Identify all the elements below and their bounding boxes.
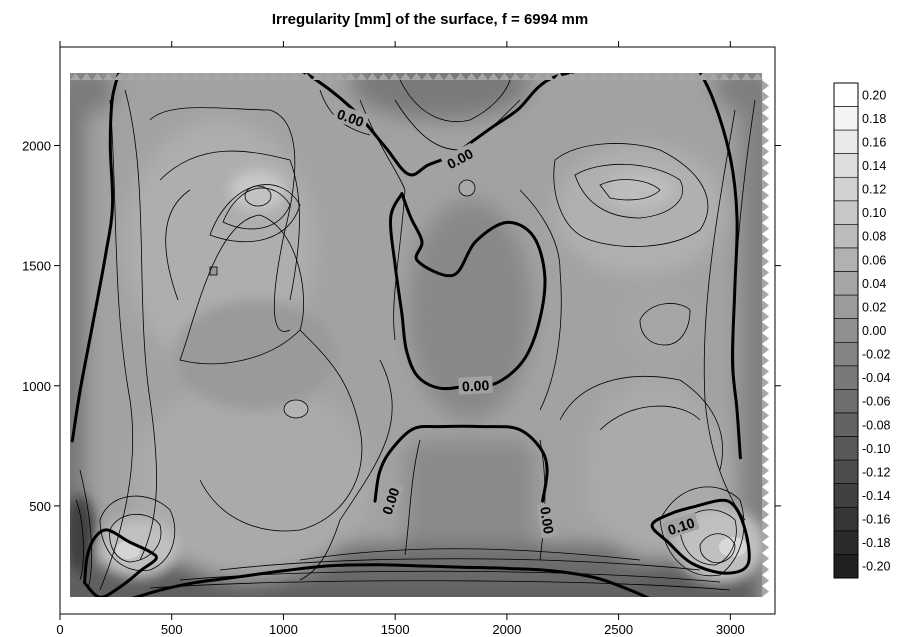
y-tick-label: 2000 [22, 139, 51, 154]
zero-contour-left [70, 73, 121, 443]
colorbar-label: -0.04 [862, 371, 891, 385]
colorbar-swatch [833, 177, 859, 202]
colorbar-swatch [833, 224, 859, 249]
colorbar-label: -0.18 [862, 536, 891, 550]
plot-border-zigzag [70, 73, 769, 597]
x-tick-label: 0 [56, 622, 63, 637]
colorbar-swatch [833, 530, 859, 555]
zero-contour-right [698, 73, 742, 460]
x-tick-label: 3000 [716, 622, 745, 637]
colorbar-swatch [833, 412, 859, 437]
axes: 0 500 1000 1500 2000 2500 3000 500 1000 1500 2000 [22, 41, 781, 637]
colorbar-label: -0.20 [862, 560, 891, 574]
contour-label-bg [536, 502, 559, 539]
colorbar-label: 0.02 [862, 300, 886, 314]
contour-fill [70, 73, 762, 597]
x-tick-label: 2000 [492, 622, 521, 637]
zero-contour-bottom-left [131, 563, 650, 597]
zero-contour-bottom-u [373, 424, 549, 503]
colorbar-label: 0.10 [862, 206, 886, 220]
contour-label-bg [440, 142, 479, 174]
right-zigzag [762, 80, 769, 597]
top-zigzag [70, 73, 763, 80]
colorbar-swatch [833, 483, 859, 508]
colorbar-label: 0.08 [862, 230, 886, 244]
colorbar-label: 0.18 [862, 112, 886, 126]
colorbar-swatch [833, 436, 859, 461]
colorbar-swatch [833, 318, 859, 343]
y-tick-label: 500 [29, 499, 51, 514]
colorbar-swatch [833, 247, 859, 272]
colorbar-label: 0.06 [862, 253, 886, 267]
colorbar-swatch [833, 129, 859, 154]
colorbar-swatch [833, 200, 859, 225]
contour-label: 0.00 [462, 377, 490, 394]
x-tick-label: 500 [161, 622, 183, 637]
colorbar-swatch [833, 506, 859, 532]
plot-frame [59, 46, 776, 615]
contour-label-bg [331, 103, 370, 132]
colorbar-swatch [833, 341, 859, 367]
colorbar-label: 0.14 [862, 159, 886, 173]
colorbar-label: -0.12 [862, 465, 891, 479]
colorbar-swatch [833, 271, 859, 296]
zero-contour-left-high [83, 528, 158, 597]
contour-labels: 0.000.000.000.000.00 0.10 [331, 103, 700, 540]
colorbar-swatch [833, 365, 859, 390]
contour-label: 0.00 [537, 506, 557, 535]
colorbar-label: -0.08 [862, 418, 891, 432]
contour-label-group: 0.00 [536, 502, 559, 539]
colorbar-swatch [833, 459, 859, 484]
colorbar-legend: 0.20 0.18 0.16 0.14 0.12 0.10 0.08 0.06 0.04 0.02… [833, 82, 891, 579]
colorbar-frame [833, 82, 859, 579]
colorbar-label: 0.20 [862, 88, 886, 102]
colorbar-swatch [833, 294, 859, 319]
colorbar-label: -0.16 [862, 513, 891, 527]
y-tick-label: 1500 [22, 259, 51, 274]
zero-contour-center-island [389, 192, 547, 391]
colorbar-swatch [833, 554, 859, 579]
x-tick-label: 1500 [381, 622, 410, 637]
contour-label-bg [458, 375, 493, 395]
colorbar-label: 0.12 [862, 183, 886, 197]
colorbar-swatch [833, 82, 859, 107]
contour-label-group: 0.00 [458, 375, 493, 395]
chart-title: Irregularity [mm] of the surface, f = 69… [272, 11, 588, 28]
colorbar-label: 0.04 [862, 277, 886, 291]
colorbar-swatch [833, 153, 859, 178]
colorbar-swatch [833, 106, 859, 131]
x-tick-label: 2500 [604, 622, 633, 637]
contour-label-bg [376, 482, 404, 520]
zero-contour-right-high [650, 498, 751, 575]
colorbar-label: -0.10 [862, 442, 891, 456]
colorbar-label: -0.14 [862, 489, 891, 503]
contour-label-bg [662, 512, 700, 540]
colorbar-label: -0.02 [862, 348, 891, 362]
colorbar-label: 0.00 [862, 324, 886, 338]
y-tick-label: 1000 [22, 379, 51, 394]
colorbar-swatch [833, 389, 859, 414]
x-tick-label: 1000 [269, 622, 298, 637]
colorbar-label: 0.16 [862, 135, 886, 149]
colorbar-label: -0.06 [862, 395, 891, 409]
